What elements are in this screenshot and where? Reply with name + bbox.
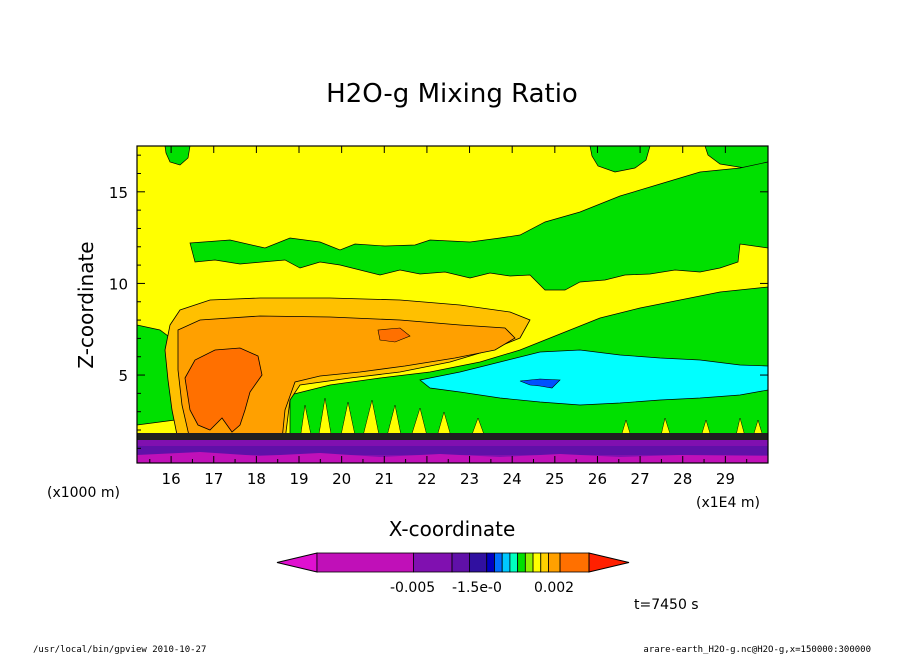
x-tick-label: 25: [545, 470, 564, 488]
x-tick-label: 29: [716, 470, 735, 488]
colorbar-segment: [316, 552, 414, 573]
x-tick-label: 18: [247, 470, 266, 488]
x-tick-label: 16: [162, 470, 181, 488]
plot-area: [137, 146, 768, 463]
x-tick-label: 19: [289, 470, 308, 488]
colorbar-segment: [413, 552, 453, 573]
y-tick-label: 5: [118, 367, 128, 385]
x-tick-label: 22: [417, 470, 436, 488]
colorbar-label-2: -1.5e-0: [452, 580, 502, 596]
colorbar-segment: [468, 552, 488, 573]
region-surface-dark: [137, 433, 768, 440]
y-axis-label: Z-coordinate: [74, 241, 98, 368]
region-cyan: [419, 349, 768, 406]
colorbar-segment: [540, 552, 549, 573]
region-green-topright: [589, 146, 651, 173]
y-axis-unit: (x1000 m): [47, 485, 120, 501]
x-tick-label: 20: [332, 470, 351, 488]
x-tick-label: 27: [631, 470, 650, 488]
colorbar: [276, 552, 630, 573]
x-tick-label: 26: [588, 470, 607, 488]
colorbar-label-3: 0.002: [534, 580, 574, 596]
colorbar-segment: [509, 552, 519, 573]
footer-right: arare-earth_H2O-g.nc@H2O-g,x=150000:3000…: [643, 645, 871, 654]
colorbar-segment: [486, 552, 495, 573]
colorbar-arrow-right: [588, 552, 630, 573]
colorbar-segment: [501, 552, 511, 573]
region-surface-magenta: [137, 452, 768, 463]
footer-left: /usr/local/bin/gpview 2010-10-27: [33, 645, 206, 654]
y-tick-label: 10: [109, 275, 128, 293]
colorbar-arrow-left: [276, 552, 318, 573]
colorbar-segment: [517, 552, 526, 573]
region-dark-orange-updraft: [184, 347, 263, 433]
colorbar-segment: [559, 552, 590, 573]
region-dark-orange-spot: [377, 327, 411, 343]
time-stamp: t=7450 s: [634, 597, 699, 613]
x-tick-label: 28: [673, 470, 692, 488]
colorbar-segment: [532, 552, 542, 573]
plot-frame: [136, 145, 769, 464]
y-tick-label: 15: [109, 184, 128, 202]
x-tick-label: 24: [503, 470, 522, 488]
y-axis: 5 10 15: [109, 154, 768, 449]
region-green-upper-band: [189, 161, 768, 291]
colorbar-segment: [524, 552, 534, 573]
region-blue-spot: [519, 378, 561, 389]
x-tick-label: 23: [460, 470, 479, 488]
x-tick-label: 21: [375, 470, 394, 488]
x-axis-label: X-coordinate: [389, 517, 516, 541]
colorbar-segment: [548, 552, 561, 573]
x-axis: 16 17 18 19 20 21 22 23 24 25 26 27 28 29: [149, 146, 748, 488]
x-axis-unit: (x1E4 m): [696, 495, 760, 511]
region-surface-violet: [137, 446, 768, 455]
colorbar-segment: [494, 552, 503, 573]
x-tick-label: 17: [204, 470, 223, 488]
colorbar-segment: [451, 552, 470, 573]
chart-title: H2O-g Mixing Ratio: [326, 79, 578, 109]
colorbar-label-1: -0.005: [390, 580, 435, 596]
